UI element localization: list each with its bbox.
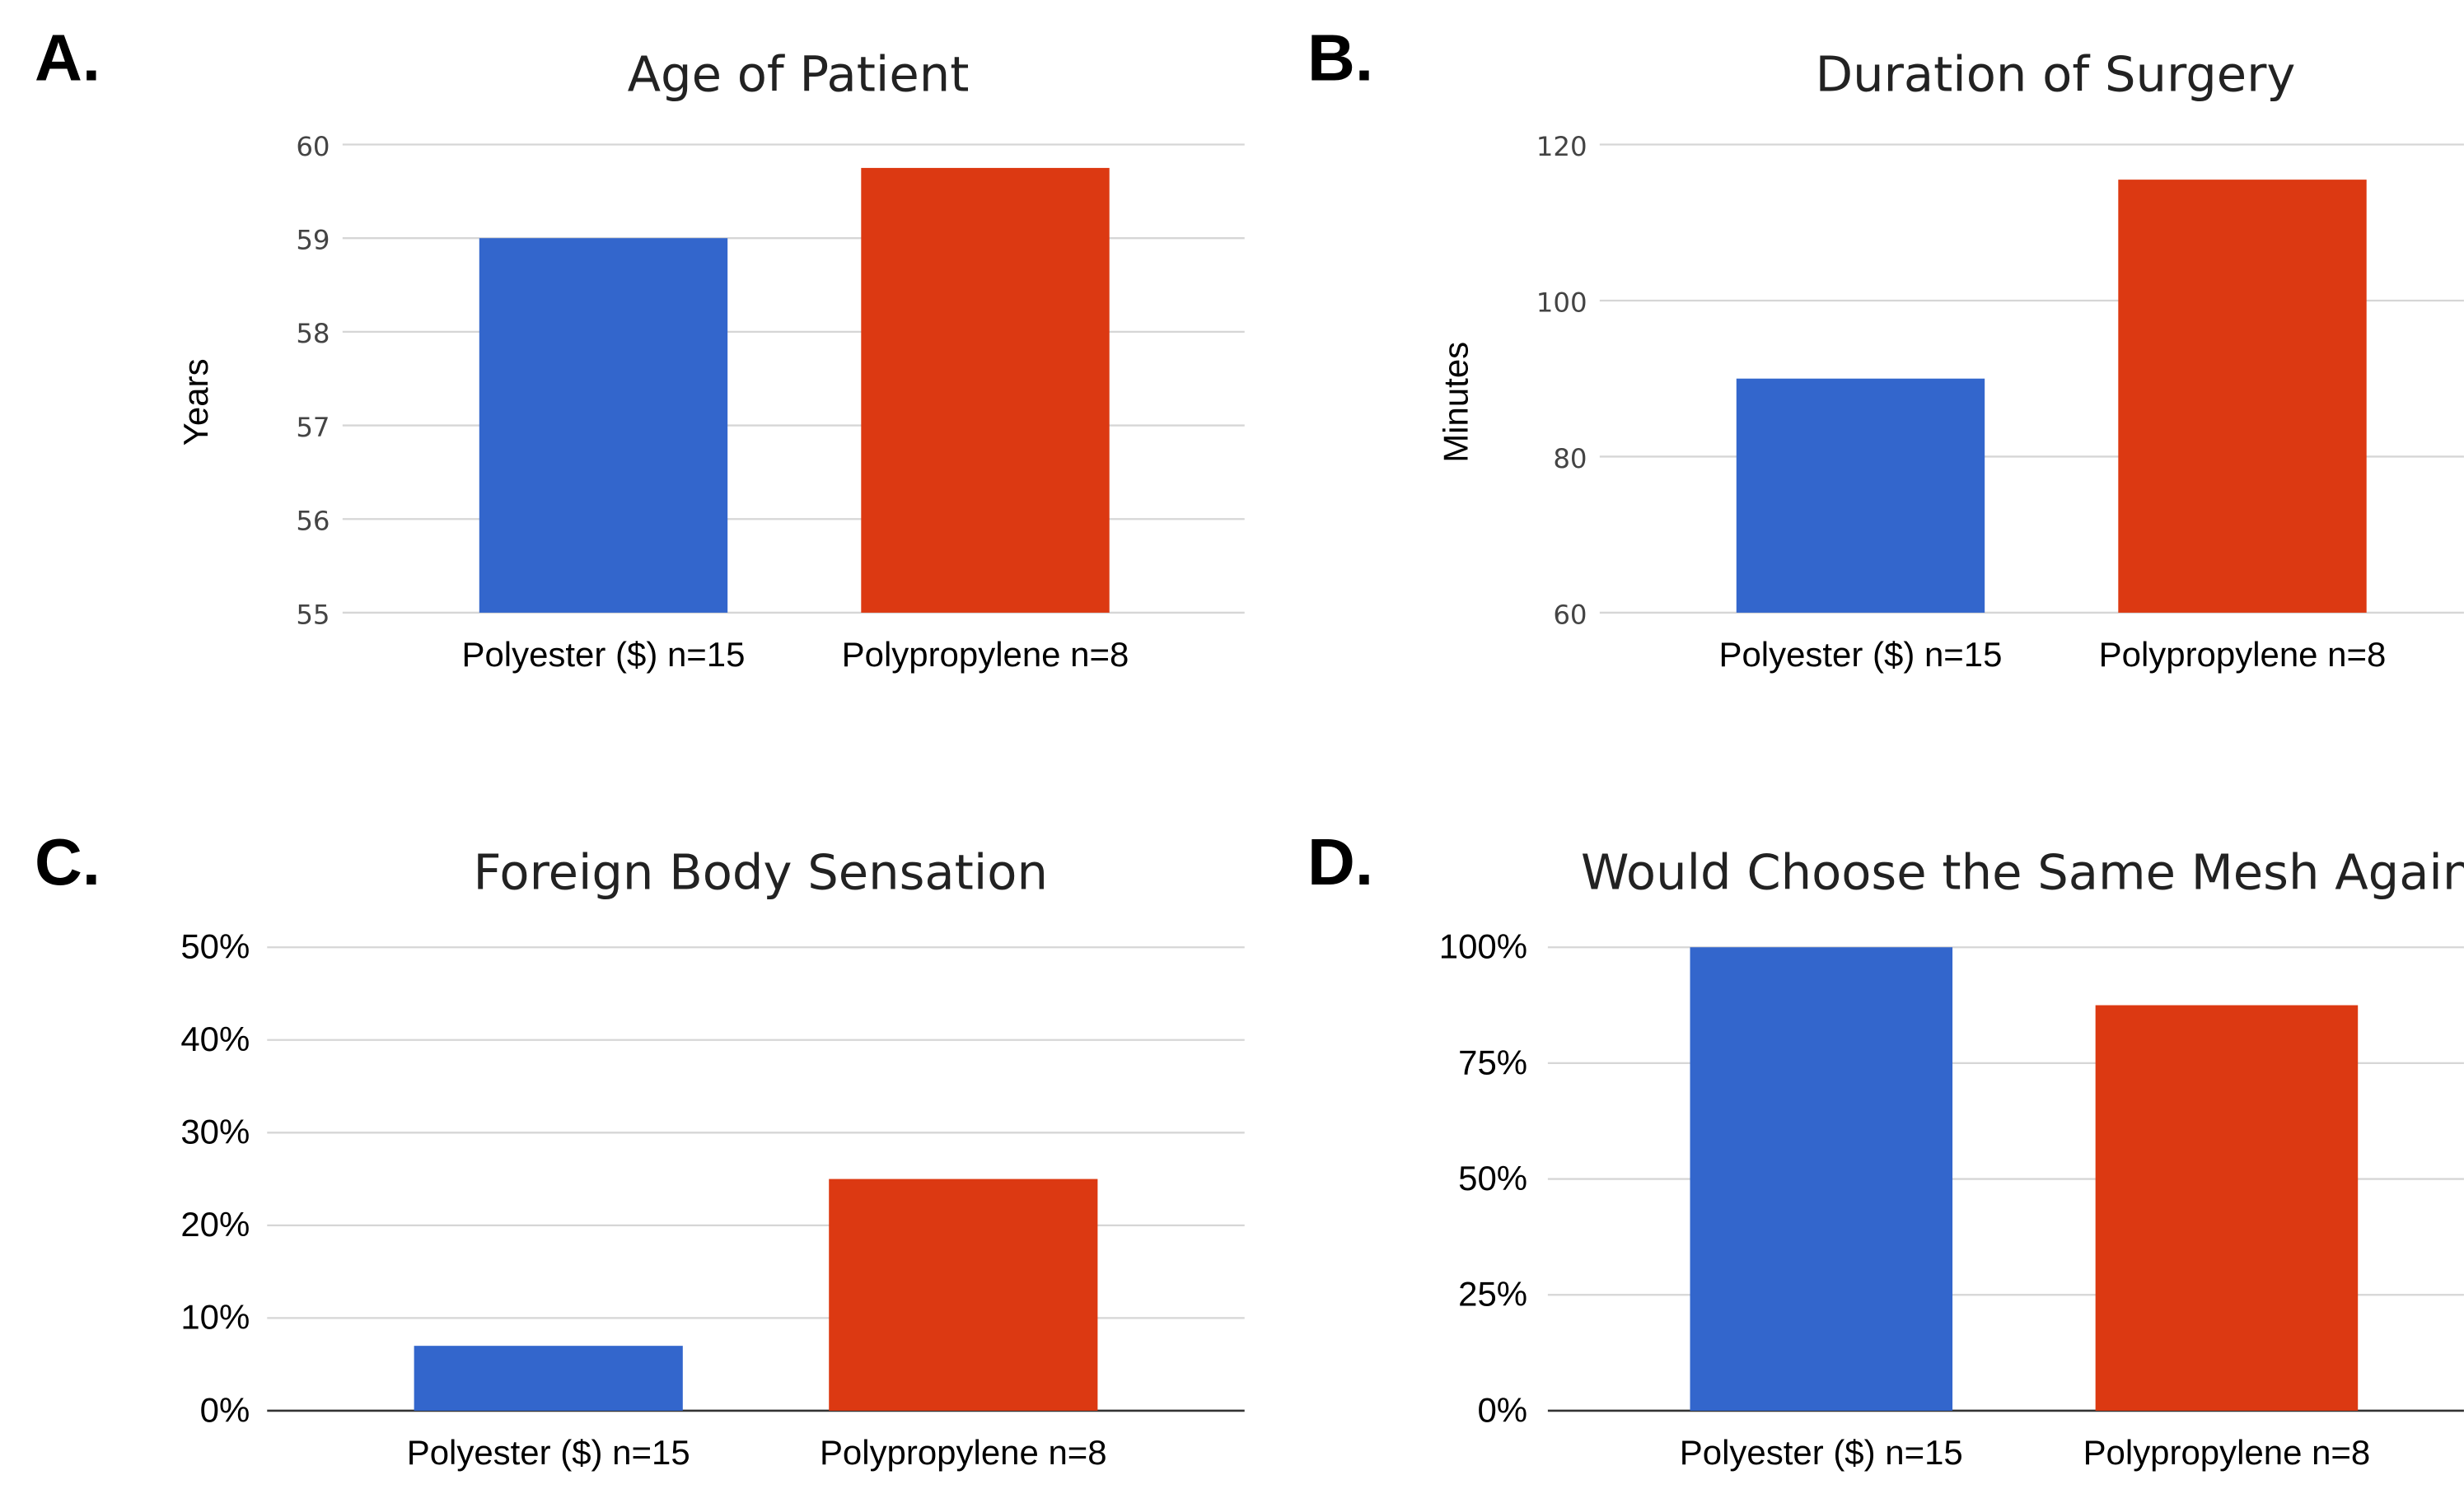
bar-d-polyester xyxy=(1690,947,1953,1411)
x-category-label-c-1: Polypropylene n=8 xyxy=(820,1433,1107,1472)
x-categories-a: Polyester ($) n=15 Polypropylene n=8 xyxy=(461,635,1129,674)
gridlines-c xyxy=(267,946,1245,1412)
y-tick-label-b-3: 120 xyxy=(1536,131,1587,162)
chart-title-d: Would Choose the Same Mesh Again xyxy=(1581,844,2464,901)
panel-b: B. Duration of Surgery Minutes 60 80 100 12… xyxy=(1307,20,2464,674)
bar-b-polyester xyxy=(1736,378,1985,613)
y-ticks-c: 0% 10% 20% 30% 40% 50% xyxy=(180,927,250,1430)
bar-a-polyester xyxy=(479,238,728,613)
panel-letter-c: C. xyxy=(35,824,101,899)
y-tick-label-c-2: 20% xyxy=(180,1205,250,1244)
bar-c-polyester xyxy=(414,1346,683,1411)
x-category-label-b-1: Polypropylene n=8 xyxy=(2099,635,2387,674)
panel-letter-b: B. xyxy=(1307,20,1373,94)
bar-b-polypropylene xyxy=(2118,180,2367,613)
panel-c: C. Foreign Body Sensation 0% 10% 20% 30% 40%… xyxy=(35,824,1245,1472)
bars-d xyxy=(1690,947,2359,1411)
y-ticks-b: 60 80 100 120 xyxy=(1536,131,1587,630)
x-categories-d: Polyester ($) n=15 Polypropylene n=8 xyxy=(1680,1433,2370,1472)
y-tick-label-c-0: 0% xyxy=(200,1390,250,1429)
y-tick-label-c-1: 10% xyxy=(180,1298,250,1337)
y-tick-label-d-3: 75% xyxy=(1458,1043,1527,1081)
y-tick-label-a-1: 56 xyxy=(296,506,330,537)
y-axis-label-a: Years xyxy=(176,358,215,446)
chart-title-c: Foreign Body Sensation xyxy=(474,844,1048,901)
y-tick-label-a-2: 57 xyxy=(296,412,330,443)
x-categories-c: Polyester ($) n=15 Polypropylene n=8 xyxy=(407,1433,1107,1472)
bars-c xyxy=(414,1179,1098,1411)
y-tick-label-c-4: 40% xyxy=(180,1020,250,1058)
y-axis-label-b: Minutes xyxy=(1437,342,1475,463)
y-ticks-a: 55 56 57 58 59 60 xyxy=(296,131,330,630)
x-categories-b: Polyester ($) n=15 Polypropylene n=8 xyxy=(1718,635,2386,674)
chart-title-a: Age of Patient xyxy=(628,46,970,103)
y-tick-label-d-4: 100% xyxy=(1439,927,1527,966)
chart-title-b: Duration of Surgery xyxy=(1816,46,2296,103)
y-tick-label-c-5: 50% xyxy=(180,927,250,966)
y-tick-label-b-0: 60 xyxy=(1553,599,1587,630)
panel-a: A. Age of Patient Years 55 56 57 58 59 60 Pol… xyxy=(35,20,1245,674)
x-category-label-c-0: Polyester ($) n=15 xyxy=(407,1433,690,1472)
bar-d-polypropylene xyxy=(2095,1005,2359,1411)
x-category-label-b-0: Polyester ($) n=15 xyxy=(1718,635,2002,674)
y-tick-label-b-1: 80 xyxy=(1553,443,1587,474)
y-tick-label-d-2: 50% xyxy=(1458,1159,1527,1197)
bar-a-polypropylene xyxy=(861,167,1110,613)
y-tick-label-d-0: 0% xyxy=(1477,1390,1527,1429)
y-tick-label-a-3: 58 xyxy=(296,318,330,349)
x-category-label-d-1: Polypropylene n=8 xyxy=(2083,1433,2371,1472)
bar-c-polypropylene xyxy=(829,1179,1098,1411)
x-category-label-a-0: Polyester ($) n=15 xyxy=(461,635,745,674)
panel-d: D. Would Choose the Same Mesh Again 0% 25… xyxy=(1307,824,2464,1472)
panel-letter-d: D. xyxy=(1307,824,1373,899)
panel-letter-a: A. xyxy=(35,20,101,94)
bars-a xyxy=(479,167,1110,613)
y-tick-label-a-4: 59 xyxy=(296,225,330,256)
y-tick-label-c-3: 30% xyxy=(180,1113,250,1151)
bars-b xyxy=(1736,180,2367,613)
x-category-label-d-0: Polyester ($) n=15 xyxy=(1680,1433,1963,1472)
y-tick-label-a-0: 55 xyxy=(296,599,330,630)
y-tick-label-b-2: 100 xyxy=(1536,287,1587,318)
y-tick-label-a-5: 60 xyxy=(296,131,330,162)
x-category-label-a-1: Polypropylene n=8 xyxy=(842,635,1129,674)
y-ticks-d: 0% 25% 50% 75% 100% xyxy=(1439,927,1527,1430)
y-tick-label-d-1: 25% xyxy=(1458,1275,1527,1314)
